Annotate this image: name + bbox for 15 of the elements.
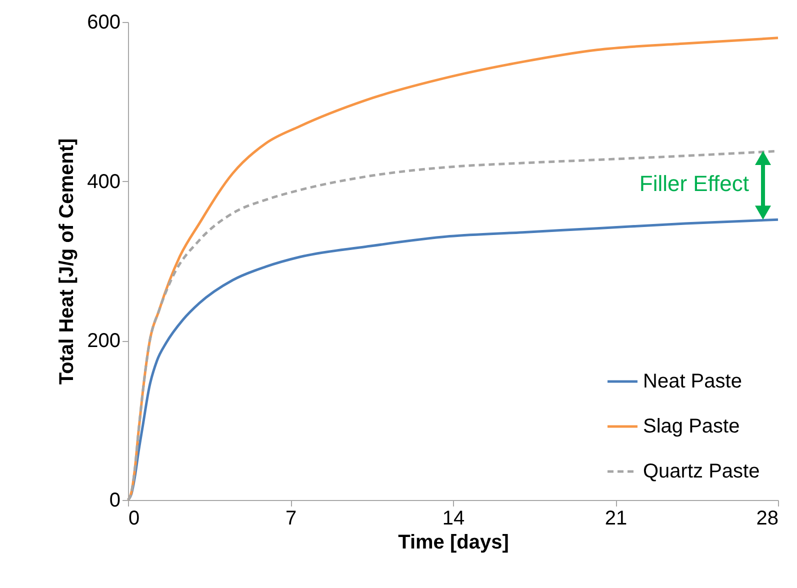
- x-tick-label: 28: [756, 508, 778, 530]
- y-tick-label: 400: [87, 170, 120, 193]
- x-axis-title: Time [days]: [398, 532, 509, 554]
- legend-label: Slag Paste: [643, 416, 740, 438]
- x-tick-label: 21: [604, 508, 628, 530]
- y-tick-label: 0: [109, 490, 120, 512]
- x-tick-label: 7: [285, 508, 297, 530]
- y-axis-title: Total Heat [J/g of Cement]: [56, 138, 78, 385]
- y-tick-label: 200: [87, 330, 120, 352]
- x-tick-label: 0: [128, 508, 140, 530]
- x-tick-label: 14: [442, 508, 465, 530]
- annotation: Filler Effect: [639, 171, 749, 196]
- legend-label: Quartz Paste: [643, 460, 760, 482]
- y-tick-label: 600: [87, 12, 120, 34]
- legend-label: Neat Paste: [643, 370, 742, 392]
